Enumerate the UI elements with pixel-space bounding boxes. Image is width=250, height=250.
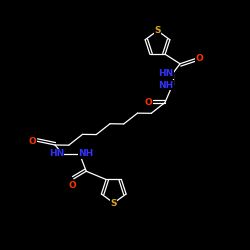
Text: HN: HN [158,69,174,78]
Text: O: O [28,137,36,146]
Text: HN: HN [48,149,64,158]
Text: O: O [196,54,203,63]
Text: O: O [68,180,76,190]
Text: NH: NH [78,149,94,158]
Text: S: S [110,198,117,207]
Text: S: S [154,26,161,35]
Text: O: O [144,98,152,107]
Text: NH: NH [158,80,174,90]
